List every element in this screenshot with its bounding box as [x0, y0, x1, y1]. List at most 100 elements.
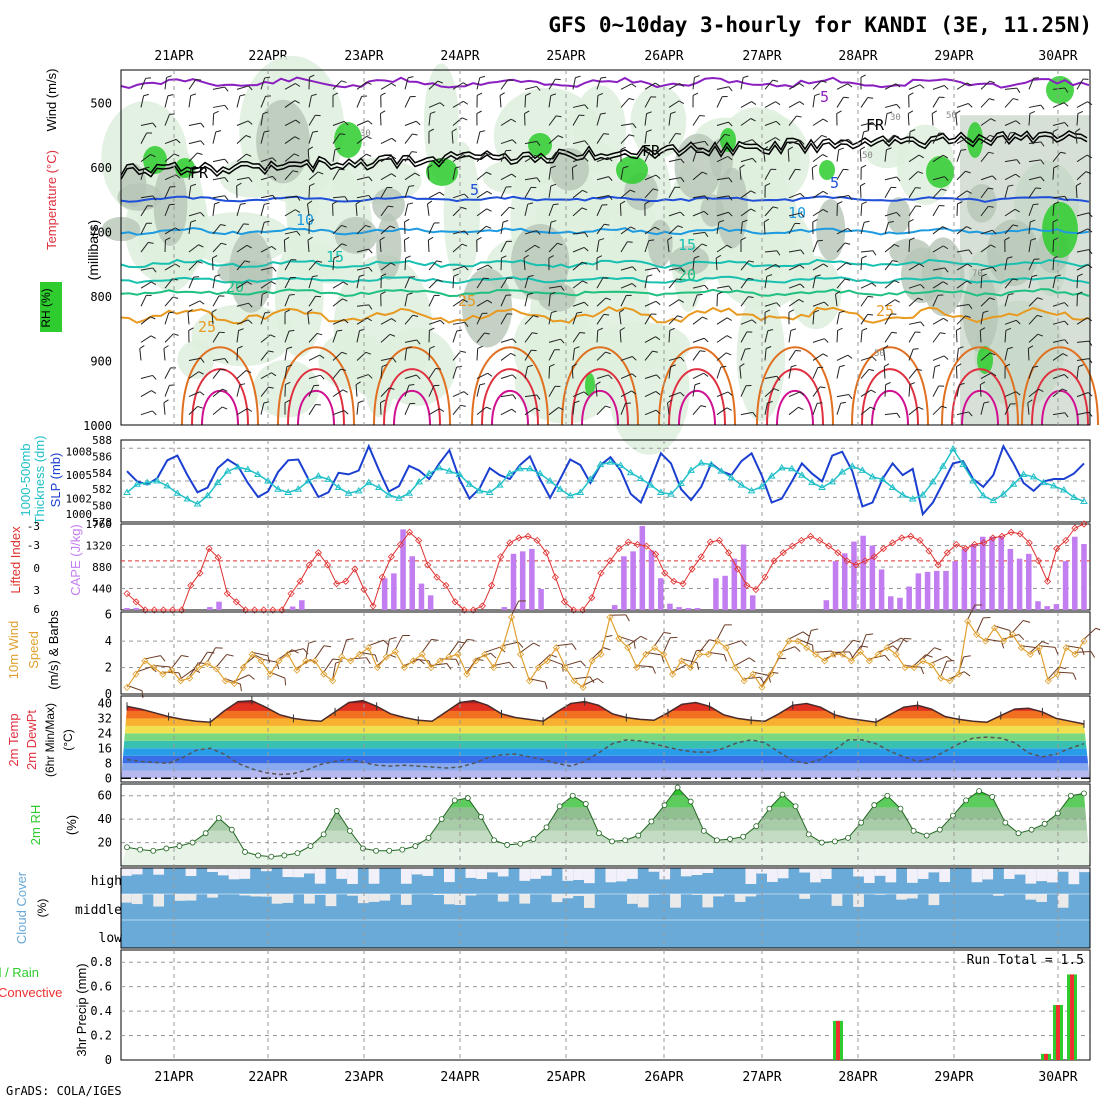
wind10m-marker	[508, 613, 516, 621]
wind-barb	[476, 237, 482, 241]
wind-barb	[211, 258, 214, 271]
li-marker	[998, 532, 1006, 540]
wind-barb	[1004, 224, 1014, 235]
date-label: 25APR	[546, 49, 585, 64]
wind-barb	[788, 350, 797, 361]
cloud-middle-gap	[282, 894, 294, 903]
y-tick-label: 0.8	[90, 955, 112, 969]
wind-barb	[1064, 122, 1069, 127]
wind-barb	[990, 352, 996, 356]
rh2m-marker	[674, 784, 681, 791]
cloud-middle-gap	[368, 894, 380, 902]
y-tick-label: 700	[90, 225, 112, 239]
wind10m-barb	[181, 654, 189, 658]
cloud-high-gap	[810, 868, 821, 883]
wind-barb	[620, 200, 626, 205]
wind-barb	[699, 114, 705, 117]
thickness-marker	[929, 477, 937, 485]
wind-barb	[800, 140, 805, 145]
precip-convective-bar	[836, 1020, 840, 1060]
wind-barb	[163, 402, 166, 415]
wind-barb	[406, 346, 412, 350]
wind10m-barb	[1003, 634, 1019, 640]
wind-barb	[356, 402, 359, 415]
wind-barb	[896, 104, 901, 109]
wind10m-marker	[293, 666, 301, 674]
li-marker	[852, 561, 860, 569]
cloud-middle-gap	[831, 894, 843, 906]
temp-band	[121, 733, 1090, 741]
precip-legend-convective: Convective	[0, 985, 62, 1000]
wind-barb	[389, 333, 396, 337]
li-marker	[652, 550, 660, 558]
wind-barb	[932, 355, 945, 361]
thickness-marker	[314, 472, 323, 479]
wind-barb	[864, 220, 870, 223]
top-date-labels: 21APR 22APR 23APR 24APR 25APR 26APR 27APR 28APR…	[154, 49, 1077, 64]
wind-barb	[620, 167, 624, 180]
wind-barb	[596, 374, 609, 380]
wind-barb	[728, 86, 733, 92]
wind-barb	[224, 195, 229, 201]
date-label: 28APR	[838, 1070, 877, 1085]
cape-bar	[124, 608, 130, 610]
rh2m-marker	[451, 797, 458, 804]
wind-barb	[1016, 159, 1021, 165]
wind-barb	[584, 140, 589, 146]
thickness-marker	[959, 460, 967, 468]
wind-barb	[164, 204, 170, 217]
wind-barb	[796, 115, 802, 118]
wind10m-marker	[516, 650, 525, 658]
thickness-marker	[737, 481, 746, 488]
wind10m-marker	[937, 674, 945, 682]
wind-barb	[264, 130, 270, 133]
wind-barb	[534, 407, 540, 412]
wind-barb	[408, 384, 415, 386]
wind-barb	[572, 140, 585, 145]
contour-label: 5	[470, 181, 479, 199]
wind-barb	[788, 366, 792, 379]
wind-barb	[188, 140, 201, 145]
wind-barb	[332, 389, 344, 398]
wind-barb	[583, 391, 589, 396]
wind-barb	[260, 222, 265, 235]
wind10m-barb	[385, 639, 390, 656]
wind-barb	[787, 146, 794, 151]
y-tick-label: 584	[92, 467, 112, 480]
cape-bar	[980, 536, 986, 610]
wind10m-barb	[226, 654, 234, 657]
thickness-marker	[364, 478, 373, 486]
temperature-contour	[277, 346, 355, 426]
thickness-marker	[908, 495, 917, 502]
wind-barb	[476, 131, 481, 144]
y-tick-label: 900	[90, 354, 112, 368]
wind-barb	[668, 366, 672, 379]
wind-barb	[308, 374, 321, 380]
wind-barb	[140, 168, 145, 180]
wind10m-barb	[291, 649, 299, 654]
wind10m-marker	[1053, 670, 1061, 678]
wind10m-barb	[940, 661, 948, 677]
wind-barb	[716, 177, 729, 181]
li-marker	[387, 553, 395, 561]
wind-barb	[678, 100, 684, 104]
wind-barb	[236, 85, 249, 90]
wind-barb	[222, 406, 228, 410]
wind10m-marker	[534, 663, 542, 672]
cloud-high-gap	[497, 868, 509, 877]
thickness-marker	[455, 470, 464, 477]
li-marker	[633, 540, 641, 549]
cloud-high-gap	[616, 868, 628, 882]
wind-barb	[992, 266, 997, 272]
wind10m-marker	[1062, 644, 1070, 652]
wind-barb	[293, 153, 300, 157]
wind-barb	[603, 133, 610, 135]
wind-barb	[656, 374, 661, 380]
cloud-high-gap	[627, 868, 638, 879]
wind-barb	[307, 308, 313, 313]
wind-barb	[534, 244, 540, 249]
wind-barb	[943, 355, 949, 360]
wind-barb	[740, 385, 747, 397]
wind-barb	[150, 281, 157, 286]
wind-barb	[212, 406, 223, 416]
